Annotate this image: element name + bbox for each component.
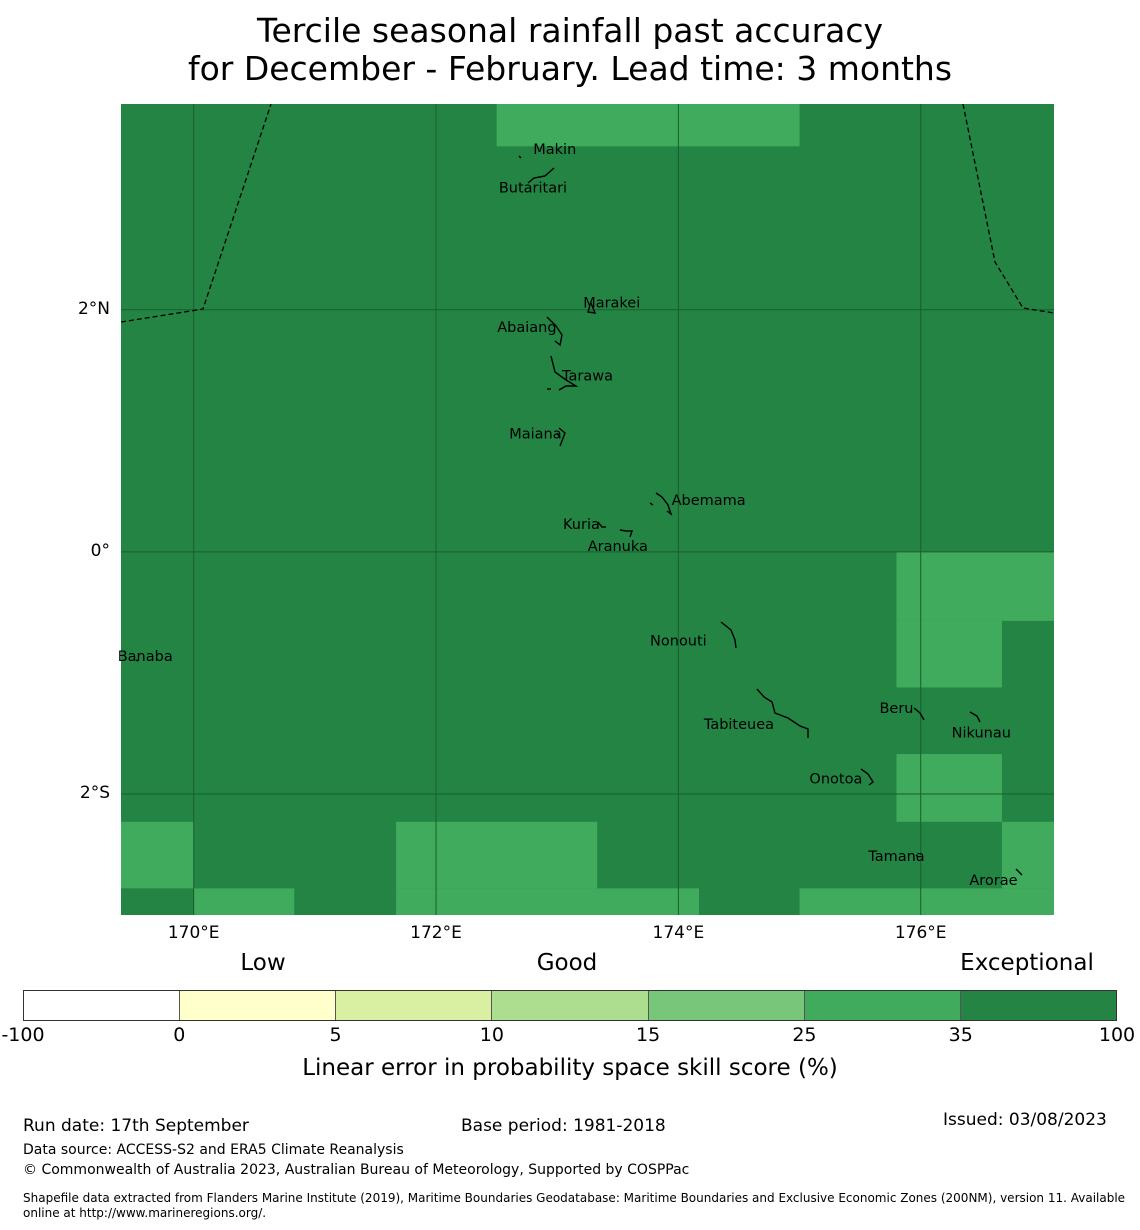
copyright: © Commonwealth of Australia 2023, Austra… bbox=[23, 1162, 690, 1178]
colorbar-segment bbox=[648, 991, 805, 1020]
island-makin bbox=[518, 155, 522, 159]
lon-label: 174°E bbox=[652, 923, 705, 943]
island-nonouti bbox=[720, 621, 737, 649]
eez-boundary bbox=[120, 103, 1055, 323]
legend-category-exceptional: Exceptional bbox=[960, 950, 1094, 976]
colorbar-segment bbox=[180, 991, 337, 1020]
place-labels: Makin Butaritari Marakei Abaiang Tarawa Maian… bbox=[118, 142, 1018, 889]
high-skill-cell bbox=[396, 888, 699, 915]
place-label-abemama: Abemama bbox=[672, 493, 746, 509]
legend-category-good: Good bbox=[536, 950, 598, 976]
colorbar-tick: -100 bbox=[1, 1024, 45, 1046]
island-tarawa bbox=[547, 355, 579, 391]
island-kuria bbox=[597, 521, 606, 528]
place-label-abaiang: Abaiang bbox=[497, 320, 556, 336]
lat-label: 2°N bbox=[77, 298, 110, 319]
colorbar-tick: 10 bbox=[479, 1024, 504, 1046]
colorbar bbox=[23, 990, 1117, 1021]
island-onotoa bbox=[860, 768, 874, 786]
colorbar-tick: 35 bbox=[948, 1024, 973, 1046]
island-abaiang bbox=[546, 316, 563, 347]
island-maiana bbox=[556, 427, 566, 447]
base-period: Base period: 1981-2018 bbox=[461, 1116, 666, 1136]
colorbar-segment bbox=[492, 991, 649, 1020]
place-label-makin: Makin bbox=[533, 142, 576, 158]
high-skill-cell bbox=[121, 821, 194, 889]
island-butaritari bbox=[527, 167, 555, 184]
colorbar-tick: 25 bbox=[792, 1024, 817, 1046]
colorbar-tick: 0 bbox=[173, 1024, 186, 1046]
place-label-tamana: Tamana bbox=[867, 849, 924, 865]
colorbar-tick: 15 bbox=[636, 1024, 661, 1046]
island-arorae bbox=[1015, 868, 1023, 876]
place-label-arorae: Arorae bbox=[969, 873, 1017, 889]
place-label-nonouti: Nonouti bbox=[650, 633, 707, 649]
graticule bbox=[121, 104, 1054, 915]
place-label-beru: Beru bbox=[879, 701, 913, 717]
lat-label: 0° bbox=[90, 540, 110, 561]
island-nikunau bbox=[969, 711, 981, 723]
colorbar-segment bbox=[24, 991, 181, 1020]
place-label-tabiteuea: Tabiteuea bbox=[703, 717, 774, 733]
place-label-tarawa: Tarawa bbox=[561, 368, 613, 384]
high-skill-cell bbox=[799, 888, 1054, 915]
colorbar-segment bbox=[336, 991, 493, 1020]
lon-label: 172°E bbox=[410, 923, 462, 943]
island-banaba bbox=[135, 659, 139, 662]
high-skill-cell bbox=[1001, 821, 1054, 889]
skill-map: Makin Butaritari Marakei Abaiang Tarawa Maian… bbox=[118, 103, 1055, 915]
place-label-nikunau: Nikunau bbox=[952, 725, 1011, 741]
high-skill-cell bbox=[193, 888, 295, 915]
place-label-kuria: Kuria bbox=[563, 517, 600, 533]
place-label-banaba: Banaba bbox=[118, 649, 173, 665]
island-tabiteuea bbox=[756, 688, 809, 738]
high-skill-cell bbox=[896, 620, 1002, 688]
colorbar-tick: 100 bbox=[1098, 1024, 1136, 1046]
issued-date: Issued: 03/08/2023 bbox=[943, 1110, 1107, 1130]
island-aranuka bbox=[619, 529, 633, 538]
island-marakei bbox=[587, 302, 597, 314]
high-skill-cell bbox=[896, 551, 1054, 621]
colorbar-segment bbox=[804, 991, 961, 1020]
legend-category-low: Low bbox=[240, 950, 286, 976]
lat-label: 2°S bbox=[79, 782, 110, 803]
island-abemama bbox=[649, 492, 673, 516]
place-label-onotoa: Onotoa bbox=[809, 771, 862, 787]
place-label-butaritari: Butaritari bbox=[499, 181, 567, 197]
lon-label: 170°E bbox=[167, 923, 220, 943]
high-skill-cell bbox=[896, 754, 1002, 822]
colorbar-title: Linear error in probability space skill … bbox=[302, 1055, 838, 1081]
run-date: Run date: 17th September bbox=[23, 1116, 249, 1136]
high-skill-cell bbox=[496, 104, 800, 147]
lon-label: 176°E bbox=[894, 923, 947, 943]
colorbar-tick: 5 bbox=[329, 1024, 342, 1046]
place-label-marakei: Marakei bbox=[583, 296, 640, 312]
place-label-maiana: Maiana bbox=[509, 426, 561, 442]
island-tamana bbox=[915, 854, 919, 858]
eez-boundary-east bbox=[962, 103, 1055, 314]
shapefile-credit: Shapefile data extracted from Flanders M… bbox=[23, 1191, 1126, 1220]
eez-boundary-west bbox=[120, 103, 272, 323]
island-coastlines bbox=[135, 155, 1023, 876]
high-skill-cell bbox=[396, 821, 598, 889]
title-line-2: for December - February. Lead time: 3 mo… bbox=[187, 49, 953, 88]
title-line-1: Tercile seasonal rainfall past accuracy bbox=[256, 11, 884, 50]
high-skill-cells bbox=[121, 104, 1054, 915]
place-label-aranuka: Aranuka bbox=[588, 539, 648, 555]
island-beru bbox=[913, 707, 925, 721]
colorbar-segment bbox=[960, 991, 1116, 1020]
data-source: Data source: ACCESS-S2 and ERA5 Climate … bbox=[23, 1142, 404, 1158]
